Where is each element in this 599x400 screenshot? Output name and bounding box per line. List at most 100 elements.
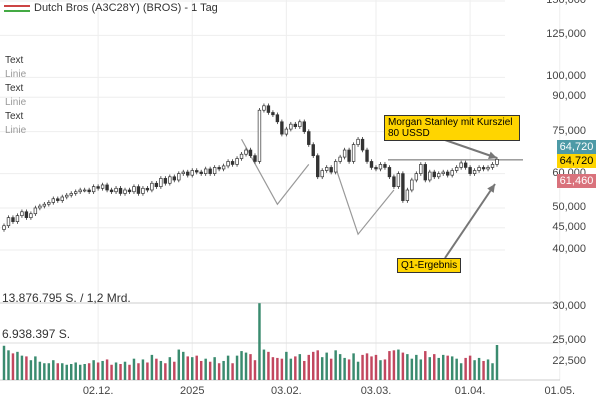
volume-bar	[446, 355, 449, 380]
annotation-q1-result: Q1-Ergebnis	[397, 258, 462, 273]
volume-bar	[374, 354, 378, 380]
volume-bar	[61, 363, 64, 380]
candle-body	[56, 198, 60, 201]
volume-bar	[365, 353, 369, 380]
volume-bar	[312, 351, 315, 380]
volume-bar	[87, 363, 91, 380]
x-tick-label: 01.05.	[544, 385, 576, 397]
volume-bar	[468, 355, 472, 380]
volume-bar	[410, 358, 414, 380]
chart-title: Dutch Bros (A3C28Y) (BROS) - 1 Tag	[34, 2, 218, 14]
candle-body	[150, 182, 154, 191]
candle	[365, 147, 369, 164]
candle	[490, 162, 495, 170]
candle	[74, 189, 78, 196]
candle-body	[60, 196, 64, 201]
x-tick-label: 03.03.	[360, 385, 392, 397]
volume-bar	[267, 351, 270, 380]
candle	[11, 215, 15, 224]
candle	[203, 166, 208, 176]
volume-bar	[164, 363, 167, 380]
sidebar-line-2[interactable]: Linie	[5, 97, 27, 108]
volume-bar	[11, 353, 15, 380]
candle-body	[230, 161, 235, 165]
candle-body	[65, 194, 69, 198]
candle-body	[324, 167, 329, 171]
volume-bar	[361, 354, 364, 380]
candle	[257, 107, 262, 164]
candle	[226, 159, 230, 169]
candle-body	[378, 164, 383, 170]
volume-bar	[244, 352, 248, 380]
candle-body	[74, 191, 78, 194]
candle	[374, 165, 378, 172]
volume-bar	[320, 357, 324, 380]
candle-body	[490, 164, 495, 168]
candle-body	[109, 189, 114, 193]
sidebar-line-3[interactable]: Linie	[5, 125, 27, 136]
volume-bar	[199, 360, 203, 380]
candle-body	[320, 170, 324, 178]
candle	[190, 168, 194, 178]
candle-body	[78, 189, 82, 193]
volume-bar	[20, 355, 24, 380]
sidebar-text-3[interactable]: Text	[5, 111, 24, 122]
x-tick-label: 2025	[179, 385, 205, 397]
candle	[307, 129, 311, 147]
candle	[329, 165, 333, 175]
sidebar-line-1[interactable]: Linie	[5, 69, 27, 80]
legend-line-red	[4, 5, 30, 7]
volume-max-label: 13.876.795 S. / 1,2 Mrd.	[2, 291, 131, 305]
candle	[432, 169, 436, 180]
candle-body	[208, 168, 212, 174]
x-tick-label: 03.02.	[271, 385, 302, 397]
volume-bar	[406, 354, 409, 380]
candle-body	[123, 189, 127, 194]
candle-body	[333, 161, 338, 173]
candle-body	[29, 213, 33, 218]
volume-bar	[110, 364, 113, 380]
candle	[38, 203, 42, 211]
x-tick-label: 02.12.	[82, 385, 114, 397]
candle-body	[47, 202, 51, 205]
volume-bar	[105, 359, 109, 380]
sidebar-text-2[interactable]: Text	[5, 83, 24, 94]
volume-bars	[2, 303, 499, 380]
candle-body	[262, 105, 266, 111]
volume-bar	[119, 364, 122, 380]
volume-bar	[150, 354, 154, 380]
candle-body	[481, 167, 486, 170]
candle	[351, 142, 356, 164]
candle	[253, 153, 257, 164]
volume-bar	[388, 351, 391, 380]
candle	[123, 187, 127, 196]
candle	[100, 182, 105, 191]
candle-body	[414, 173, 419, 181]
candle	[195, 168, 199, 175]
candle-body	[271, 112, 275, 116]
candle	[419, 162, 423, 176]
volume-bar	[285, 351, 288, 380]
candle	[360, 137, 365, 153]
v-pattern-line	[335, 167, 395, 236]
y-tick-label: 100,000	[546, 70, 586, 83]
candle-body	[163, 178, 168, 184]
volume-bar	[101, 360, 104, 380]
sidebar-text-1[interactable]: Text	[5, 55, 24, 66]
candles	[2, 103, 499, 232]
candle-body	[24, 211, 29, 218]
price-tag-low: 61,460	[557, 174, 596, 188]
volume-bar	[401, 352, 405, 380]
candle	[459, 160, 463, 170]
volume-bar	[262, 349, 266, 380]
candle	[20, 209, 24, 218]
volume-bar	[47, 363, 51, 380]
volume-bar	[307, 354, 310, 380]
candle-body	[253, 155, 257, 162]
candle-body	[302, 121, 306, 132]
candle-body	[235, 158, 239, 165]
y-tick-label: 45,000	[552, 220, 586, 233]
candle-body	[428, 171, 432, 181]
volume-bar	[482, 360, 485, 380]
candle-body	[432, 171, 436, 178]
